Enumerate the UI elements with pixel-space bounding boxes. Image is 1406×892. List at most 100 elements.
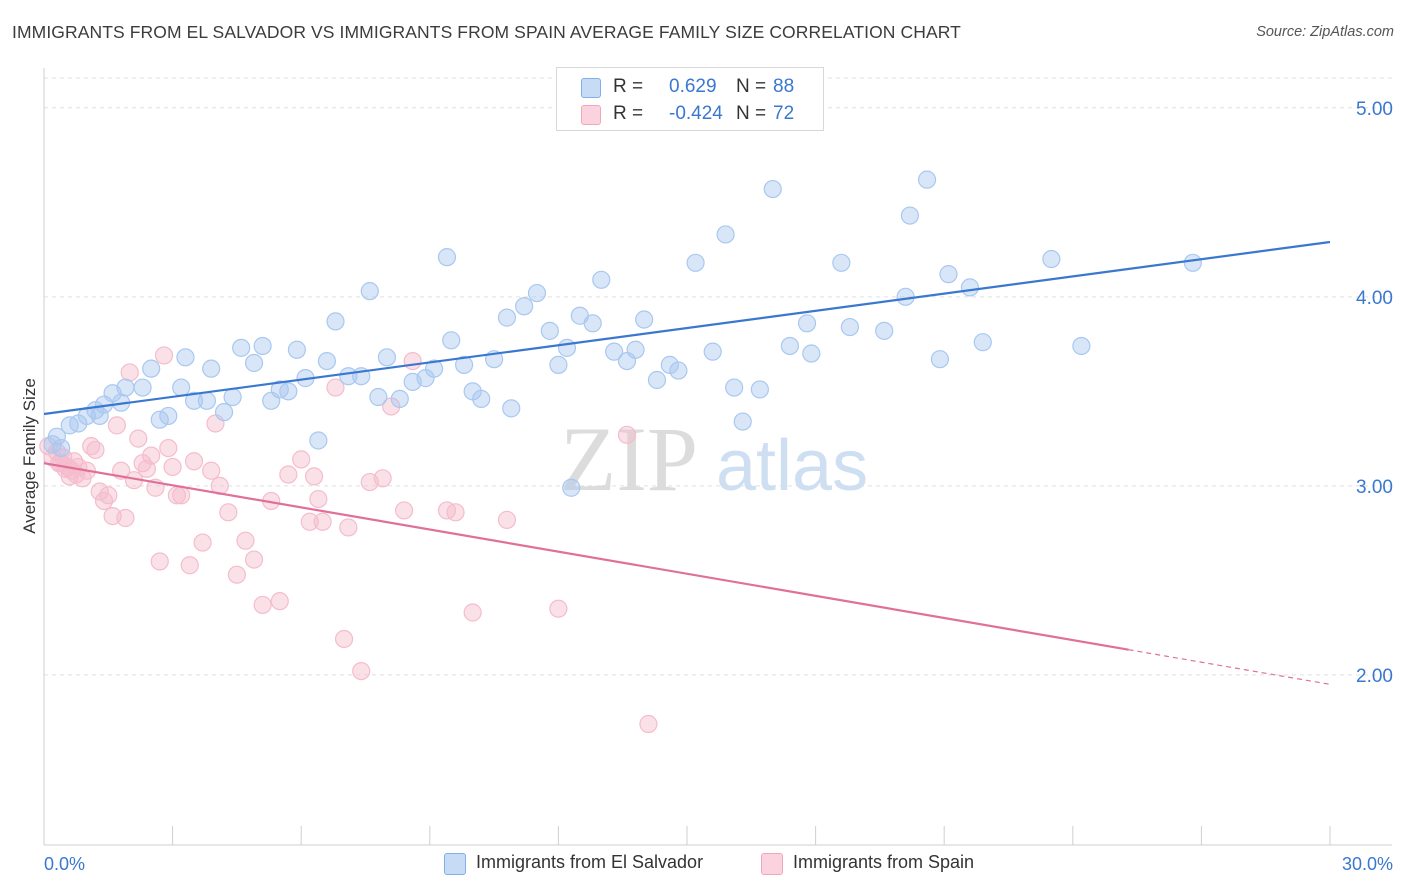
point-el-salvador xyxy=(647,370,667,390)
point-el-salvador xyxy=(116,378,135,397)
legend-swatch-el-salvador xyxy=(581,78,601,98)
point-spain xyxy=(463,603,482,622)
point-el-salvador xyxy=(454,355,474,374)
point-el-salvador xyxy=(326,312,345,331)
point-el-salvador xyxy=(232,338,251,357)
y-tick-label: 4.00 xyxy=(1356,288,1393,309)
point-el-salvador xyxy=(733,412,752,431)
point-spain xyxy=(129,429,148,448)
point-el-salvador xyxy=(527,283,547,303)
point-el-salvador xyxy=(900,206,920,225)
point-el-salvador xyxy=(202,359,221,378)
point-el-salvador xyxy=(442,331,461,350)
point-spain xyxy=(90,482,109,501)
point-spain xyxy=(373,469,392,488)
point-el-salvador xyxy=(939,265,958,284)
point-spain xyxy=(313,512,332,531)
point-spain xyxy=(86,440,105,460)
point-el-salvador xyxy=(279,382,298,401)
point-spain xyxy=(352,661,371,681)
legend-r-label: R = xyxy=(613,76,644,97)
point-el-salvador xyxy=(592,270,611,289)
point-spain xyxy=(497,510,517,529)
point-el-salvador xyxy=(176,348,195,367)
point-el-salvador xyxy=(583,314,602,333)
point-el-salvador xyxy=(549,355,568,374)
point-el-salvador xyxy=(172,378,191,397)
point-el-salvador xyxy=(47,427,66,446)
point-spain xyxy=(446,503,465,522)
point-el-salvador xyxy=(973,333,992,352)
point-spain xyxy=(549,599,568,618)
point-el-salvador xyxy=(703,342,722,361)
point-el-salvador xyxy=(686,253,705,272)
point-el-salvador xyxy=(253,336,272,356)
point-el-salvador xyxy=(802,344,821,363)
point-el-salvador xyxy=(840,317,859,337)
point-el-salvador xyxy=(159,406,178,426)
point-el-salvador xyxy=(626,340,645,359)
point-el-salvador xyxy=(725,378,744,397)
legend-n-value: 88 xyxy=(773,76,795,97)
y-tick-label: 5.00 xyxy=(1356,99,1393,120)
point-el-salvador xyxy=(605,342,624,361)
point-spain xyxy=(193,533,212,552)
point-spain xyxy=(184,452,204,471)
point-el-salvador xyxy=(763,179,782,199)
point-el-salvador xyxy=(197,391,216,410)
point-el-salvador xyxy=(797,314,817,333)
point-el-salvador xyxy=(930,350,950,369)
point-el-salvador xyxy=(369,387,388,407)
point-spain xyxy=(304,467,324,486)
point-el-salvador xyxy=(669,361,688,380)
point-spain xyxy=(394,501,414,520)
x-tick-label-max: 30.0% xyxy=(1342,854,1393,874)
point-el-salvador xyxy=(142,359,161,378)
point-spain xyxy=(202,461,221,480)
stats-legend: R = 0.629 N = 88 R = -0.424 N = 72 xyxy=(556,67,824,131)
trend-line-el-salvador xyxy=(43,240,1331,416)
point-spain xyxy=(279,465,298,484)
point-el-salvador xyxy=(1042,249,1061,269)
point-spain xyxy=(219,503,238,522)
trend-line-spain-extrapolated xyxy=(1128,649,1331,685)
point-el-salvador xyxy=(635,310,654,329)
point-spain xyxy=(236,531,255,550)
point-el-salvador xyxy=(562,478,581,497)
point-el-salvador xyxy=(716,225,735,244)
point-el-salvador xyxy=(502,399,521,418)
watermark: ZIP atlas xyxy=(560,408,868,510)
point-el-salvador xyxy=(1183,253,1202,272)
point-spain xyxy=(154,346,174,365)
point-el-salvador xyxy=(472,389,491,409)
chart-title: IMMIGRANTS FROM EL SALVADOR VS IMMIGRANT… xyxy=(12,22,961,42)
legend-swatch-spain xyxy=(581,105,601,125)
legend-r-label: R = xyxy=(613,103,644,124)
point-spain xyxy=(107,416,126,435)
point-spain xyxy=(403,351,422,371)
point-el-salvador xyxy=(424,359,444,378)
point-el-salvador xyxy=(960,278,980,297)
y-axis-label: Average Family Size xyxy=(20,378,39,534)
point-spain xyxy=(172,486,191,505)
point-spain xyxy=(116,508,135,528)
legend-r-value: -0.424 xyxy=(669,103,723,124)
point-el-salvador xyxy=(557,338,577,357)
point-el-salvador xyxy=(1072,336,1091,356)
point-el-salvador xyxy=(917,170,937,189)
point-el-salvador xyxy=(317,351,337,371)
point-spain xyxy=(326,378,345,397)
point-spain xyxy=(244,550,264,569)
point-spain xyxy=(180,556,199,575)
point-spain xyxy=(142,446,161,465)
point-el-salvador xyxy=(515,297,534,316)
watermark-zip: ZIP xyxy=(560,408,698,510)
trend-line-spain xyxy=(43,462,1129,651)
legend-r-value: 0.629 xyxy=(669,76,717,97)
x-tick-labels: 0.0% 30.0% xyxy=(44,854,1393,874)
point-el-salvador xyxy=(287,340,307,359)
point-el-salvador xyxy=(133,378,152,397)
point-spain xyxy=(270,592,289,611)
point-spain xyxy=(120,363,139,382)
